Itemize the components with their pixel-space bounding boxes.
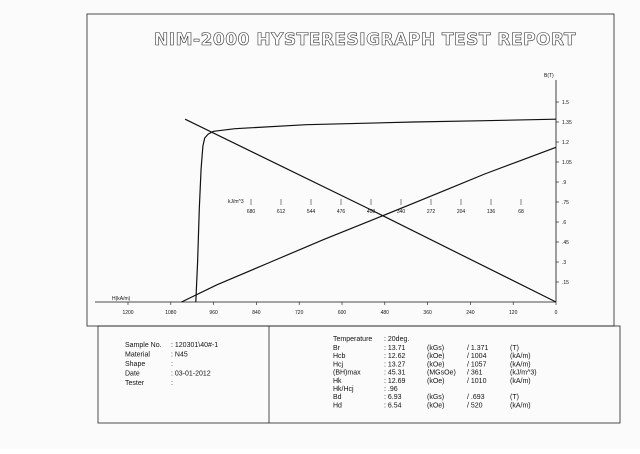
result-si-value: / 361 [467, 370, 483, 377]
result-si-unit: (kA/m) [510, 361, 531, 368]
result-unit: (kGs) [427, 394, 444, 401]
result-value: : 6.54 [384, 402, 402, 409]
sample-field-label: Shape [125, 361, 145, 368]
result-unit: (kOe) [427, 402, 445, 409]
sample-field-value: : [171, 380, 173, 387]
sample-field-value: : 120301\40#-1 [171, 342, 218, 349]
energy-tick-label: 476 [337, 209, 346, 215]
result-si-unit: (kA/m) [510, 378, 531, 385]
result-si-value: / 1.371 [467, 345, 489, 352]
y-tick-label: 1.2 [562, 140, 569, 146]
result-value: : 13.71 [384, 345, 406, 352]
result-value: : .96 [384, 386, 398, 393]
result-name: Hcj [333, 361, 344, 368]
result-si-unit: (kA/m) [510, 402, 531, 409]
sample-field-value: : 03-01-2012 [171, 371, 211, 378]
energy-tick-label: 544 [307, 209, 316, 215]
energy-tick-label: 408 [367, 209, 376, 215]
energy-scale-label: kJ/m^3 [228, 199, 244, 205]
info-frame [97, 325, 621, 424]
x-tick-label: 840 [252, 310, 261, 316]
result-si-value: / 520 [467, 402, 483, 409]
chart-frame [86, 13, 615, 327]
x-axis-label: H(kA/m) [112, 296, 131, 302]
sample-info: Sample No. : 120301\40#-1 Material : N45 Sha… [125, 342, 218, 387]
bh-product-curve [181, 146, 557, 303]
energy-tick-label: 136 [487, 209, 496, 215]
temperature-value: : 20deg. [384, 336, 409, 343]
chart-curves [181, 118, 557, 303]
x-tick-label: 960 [209, 310, 218, 316]
x-tick-label: 360 [423, 310, 432, 316]
result-name: Br [333, 345, 341, 352]
result-name: Hk/Hcj [333, 386, 354, 393]
result-name: Bd [333, 394, 342, 401]
results-info: Temperature : 20deg. Br : 13.71 (kGs) / 1.371… [333, 336, 537, 409]
result-si-unit: (kA/m) [510, 353, 531, 360]
sample-field-value: : N45 [171, 352, 188, 359]
result-si-unit: (T) [510, 345, 519, 352]
y-axis-label: B(T) [544, 73, 554, 79]
energy-tick-label: 612 [277, 209, 286, 215]
x-tick-label: 480 [381, 310, 390, 316]
energy-tick-label: 68 [518, 209, 524, 215]
sample-field-label: Date [125, 371, 140, 378]
y-tick-label: .9 [562, 180, 566, 186]
y-tick-label: .75 [562, 200, 569, 206]
result-unit: (kOe) [427, 361, 445, 368]
x-tick-label: 120 [509, 310, 518, 316]
demagnetization-curve [195, 118, 557, 303]
result-si-value: / 1010 [467, 378, 487, 385]
x-tick-label: 600 [338, 310, 347, 316]
energy-tick-label: 680 [247, 209, 256, 215]
result-si-unit: (kJ/m^3) [510, 370, 537, 377]
result-unit: (kGs) [427, 345, 444, 352]
result-name: Hcb [333, 353, 346, 360]
result-unit: (kOe) [427, 378, 445, 385]
y-tick-label: .15 [562, 280, 569, 286]
result-si-value: / .693 [467, 394, 485, 401]
x-tick-label: 720 [295, 310, 304, 316]
energy-tick-label: 272 [427, 209, 436, 215]
result-value: : 6.93 [384, 394, 402, 401]
sample-field-label: Material [125, 352, 150, 359]
sample-field-label: Sample No. [125, 342, 162, 349]
x-tick-label: 1200 [122, 310, 133, 316]
y-tick-label: .3 [562, 260, 566, 266]
x-tick-label: 0 [555, 310, 558, 316]
sample-field-label: Tester [125, 380, 145, 387]
result-value: : 45.31 [384, 370, 406, 377]
load-line [184, 118, 557, 303]
result-value: : 12.62 [384, 353, 406, 360]
result-name: Hk [333, 378, 342, 385]
chart-axes: 1200 1080 960 840 720 600 480 360 240 120 0.15.3.4… [95, 73, 572, 316]
result-value: : 13.27 [384, 361, 406, 368]
energy-tick-label: 204 [457, 209, 466, 215]
y-tick-label: .45 [562, 240, 569, 246]
y-tick-label: .6 [562, 220, 566, 226]
result-name: (BH)max [333, 370, 361, 377]
y-tick-label: 1.05 [562, 160, 572, 166]
temperature-label: Temperature [333, 336, 372, 343]
result-si-value: / 1057 [467, 361, 487, 368]
x-tick-label: 1080 [165, 310, 176, 316]
sample-field-value: : [171, 361, 173, 368]
result-si-unit: (T) [510, 394, 519, 401]
report-title: NIM-2000 HYSTERESIGRAPH TEST REPORT [154, 30, 576, 50]
result-unit: (MGsOe) [427, 370, 456, 377]
y-tick-label: 1.35 [562, 120, 572, 126]
result-value: : 12.69 [384, 378, 406, 385]
result-si-value: / 1004 [467, 353, 487, 360]
result-name: Hd [333, 402, 342, 409]
y-tick-label: 1.5 [562, 100, 569, 106]
result-unit: (kOe) [427, 353, 445, 360]
energy-tick-label: 340 [397, 209, 406, 215]
x-tick-label: 240 [466, 310, 475, 316]
